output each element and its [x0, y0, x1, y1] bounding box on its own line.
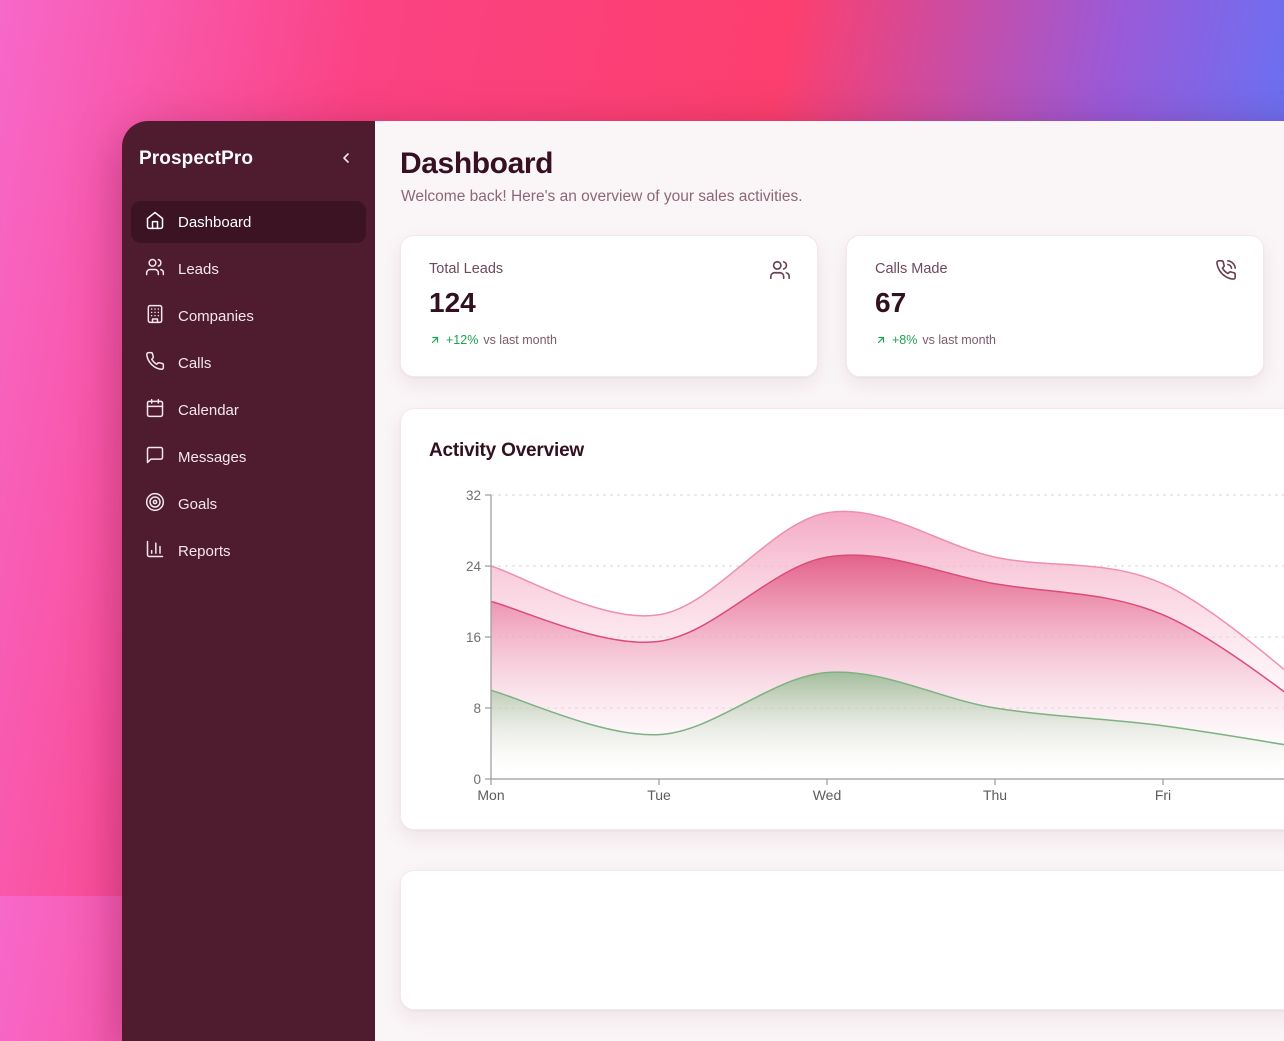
sidebar-item-dashboard[interactable]: Dashboard	[131, 201, 366, 243]
stat-label: Calls Made	[875, 261, 948, 277]
activity-title: Activity Overview	[429, 440, 585, 461]
activity-overview-card: Activity Overview 0 8 16 24 32 Mon Tue Wed Thu Fr…	[400, 408, 1284, 830]
svg-text:24: 24	[466, 559, 482, 574]
activity-area-chart: 08162432MonTueWedThuFriSat	[466, 488, 1284, 803]
message-icon	[145, 445, 165, 469]
trend-up-icon	[875, 334, 887, 346]
app-window: ProspectPro Dashboard Leads Companies	[122, 121, 1284, 1041]
svg-text:8: 8	[473, 701, 481, 716]
stat-value: 67	[875, 287, 907, 318]
sidebar-item-reports[interactable]: Reports	[131, 530, 366, 572]
sidebar-item-calls[interactable]: Calls	[131, 342, 366, 384]
sidebar-item-messages[interactable]: Messages	[131, 436, 366, 478]
trend-suffix: vs last month	[483, 333, 557, 347]
page-title: Dashboard	[400, 147, 554, 180]
sidebar-item-label: Messages	[178, 448, 247, 466]
sidebar-item-label: Leads	[178, 260, 219, 278]
sidebar-item-label: Companies	[178, 307, 254, 325]
app-logo: ProspectPro	[139, 148, 254, 169]
building-icon	[145, 304, 165, 328]
stat-trend: +12% vs last month	[429, 333, 789, 347]
sidebar-item-leads[interactable]: Leads	[131, 248, 366, 290]
users-icon	[145, 257, 165, 281]
trend-up-icon	[429, 334, 441, 346]
sidebar-item-label: Reports	[178, 542, 231, 560]
trend-percent: +8%	[892, 333, 918, 347]
svg-text:Fri: Fri	[1155, 787, 1171, 803]
sidebar-header: ProspectPro	[131, 145, 366, 171]
svg-text:16: 16	[466, 630, 481, 645]
calendar-icon	[145, 398, 165, 422]
svg-text:0: 0	[473, 772, 481, 787]
sidebar: ProspectPro Dashboard Leads Companies	[122, 121, 375, 1041]
users-icon	[769, 259, 791, 286]
stats-row: Total Leads 124 +12% vs last month Calls…	[400, 235, 1284, 377]
stat-card-total-leads: Total Leads 124 +12% vs last month	[400, 235, 818, 377]
sidebar-collapse-button[interactable]	[334, 147, 358, 171]
sidebar-nav: Dashboard Leads Companies Calls Calendar…	[131, 201, 366, 572]
sidebar-item-label: Calendar	[178, 401, 239, 419]
svg-text:Mon: Mon	[477, 787, 504, 803]
trend-percent: +12%	[446, 333, 479, 347]
partial-bottom-card	[400, 870, 1284, 1010]
trend-suffix: vs last month	[922, 333, 997, 347]
main-content: Dashboard Welcome back! Here's an overvi…	[375, 121, 1284, 1041]
chevron-left-icon	[338, 150, 354, 169]
sidebar-item-label: Calls	[178, 354, 212, 372]
phone-icon	[145, 351, 165, 375]
bar-chart-icon	[145, 539, 165, 563]
sidebar-item-label: Dashboard	[178, 213, 252, 231]
home-icon	[145, 210, 165, 234]
page-subtitle: Welcome back! Here's an overview of your…	[401, 188, 803, 205]
sidebar-item-companies[interactable]: Companies	[131, 295, 366, 337]
sidebar-item-label: Goals	[178, 495, 218, 513]
stat-trend: +8% vs last month	[875, 333, 1235, 347]
svg-text:32: 32	[466, 488, 481, 503]
target-icon	[145, 492, 165, 516]
svg-text:Wed: Wed	[813, 787, 842, 803]
stat-card-calls-made: Calls Made 67 +8% vs last month	[846, 235, 1264, 377]
svg-text:Tue: Tue	[647, 787, 671, 803]
sidebar-item-calendar[interactable]: Calendar	[131, 389, 366, 431]
phone-call-icon	[1215, 259, 1237, 286]
stat-value: 124	[429, 287, 476, 318]
stat-label: Total Leads	[429, 261, 504, 277]
sidebar-item-goals[interactable]: Goals	[131, 483, 366, 525]
svg-text:Thu: Thu	[983, 787, 1007, 803]
